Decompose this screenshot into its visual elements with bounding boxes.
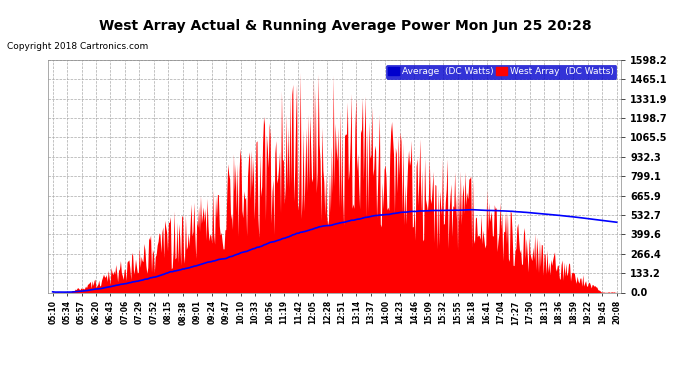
Text: West Array Actual & Running Average Power Mon Jun 25 20:28: West Array Actual & Running Average Powe… bbox=[99, 19, 591, 33]
Legend: Average  (DC Watts), West Array  (DC Watts): Average (DC Watts), West Array (DC Watts… bbox=[386, 64, 616, 79]
Text: Copyright 2018 Cartronics.com: Copyright 2018 Cartronics.com bbox=[7, 42, 148, 51]
